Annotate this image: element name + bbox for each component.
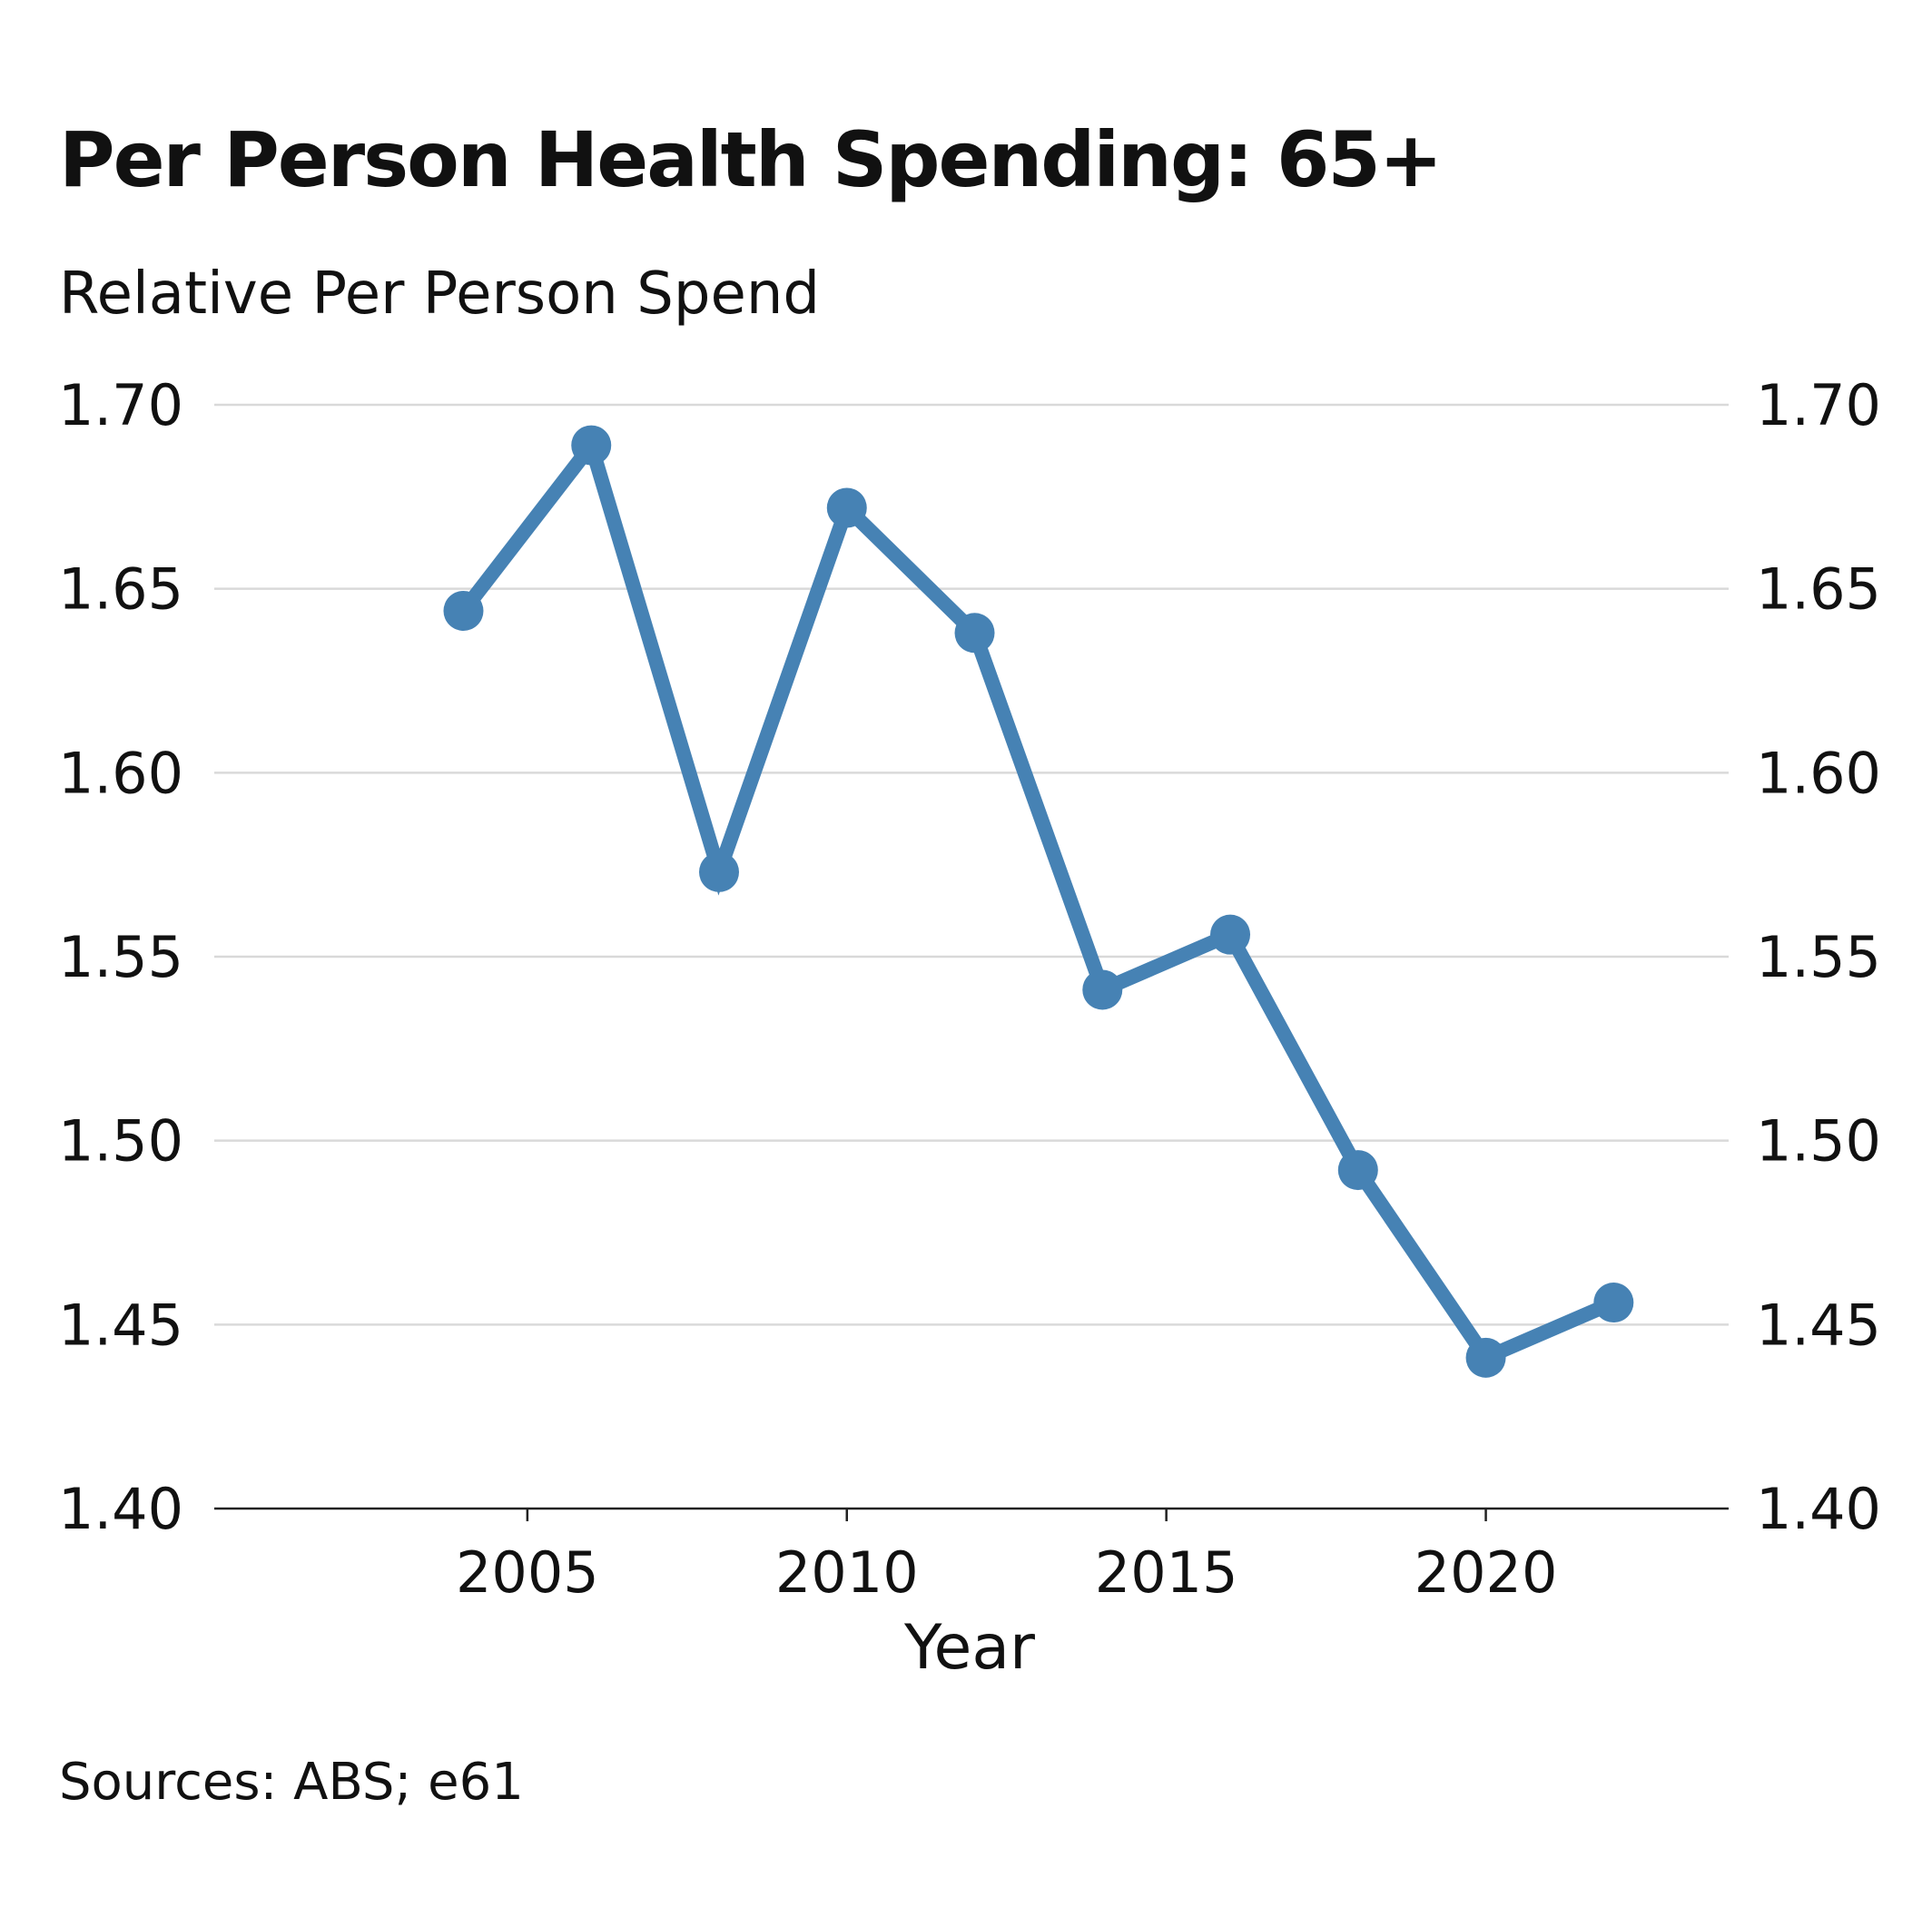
x-axis-title: Year [903, 1612, 1035, 1684]
data-point [571, 425, 612, 466]
data-point [954, 613, 995, 654]
data-point [1210, 914, 1251, 955]
y-tick-label-left: 1.45 [58, 1292, 183, 1358]
data-point [1082, 969, 1123, 1010]
chart-title: Per Person Health Spending: 65+ [59, 115, 1443, 204]
x-tick-label: 2015 [1095, 1539, 1238, 1606]
y-tick-label-right: 1.45 [1756, 1292, 1881, 1358]
series-line [458, 429, 1617, 1367]
data-point [443, 590, 484, 631]
x-tick-label: 2020 [1414, 1539, 1558, 1606]
y-tick-label-right: 1.40 [1756, 1476, 1881, 1542]
y-tick-label-left: 1.40 [58, 1476, 183, 1542]
y-tick-label-right: 1.60 [1756, 740, 1881, 806]
y-tick-label-right: 1.65 [1756, 556, 1881, 623]
data-point [1337, 1150, 1378, 1191]
x-tick-label: 2005 [456, 1539, 599, 1606]
data-point [826, 487, 867, 528]
y-tick-label-right: 1.55 [1756, 924, 1881, 990]
data-point [1593, 1283, 1634, 1323]
y-tick-label-left: 1.50 [58, 1108, 183, 1175]
y-tick-label-left: 1.65 [58, 556, 183, 623]
x-tick-label: 2010 [775, 1539, 919, 1606]
series-layer [443, 425, 1634, 1378]
data-point [1465, 1337, 1506, 1378]
grid-lines [214, 403, 1729, 1326]
axes: 1.40 1.40 1.45 1.45 1.50 1.50 1.55 1.55 1.60 1.60… [58, 372, 1881, 1606]
chart-subtitle: Relative Per Person Spend [59, 261, 820, 328]
data-point [699, 851, 739, 892]
y-tick-label-right: 1.70 [1756, 372, 1881, 438]
source-note: Sources: ABS; e61 [59, 1753, 524, 1812]
y-tick-label-left: 1.60 [58, 740, 183, 806]
y-tick-label-left: 1.70 [58, 372, 183, 438]
y-tick-label-left: 1.55 [58, 924, 183, 990]
y-tick-label-right: 1.50 [1756, 1108, 1881, 1175]
